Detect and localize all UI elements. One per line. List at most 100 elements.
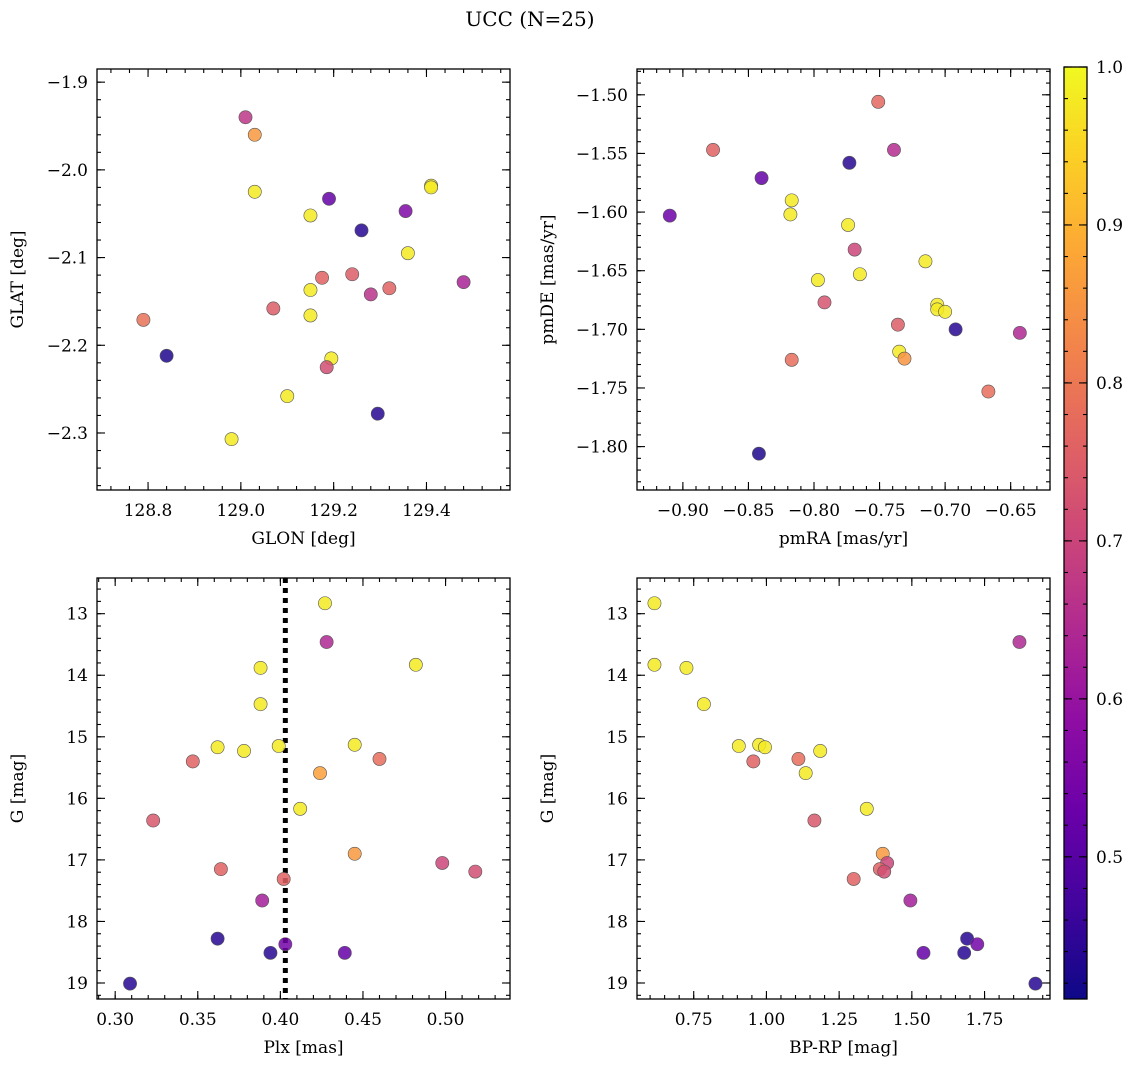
panel-plx-g: 0.30 0.35 0.40 0.45 0.50 13 14 15 16 17 18 19 Plx [m…	[8, 577, 511, 1058]
data-point	[817, 295, 832, 310]
scatter-points	[647, 596, 1043, 991]
data-point	[319, 635, 334, 649]
data-point	[401, 246, 415, 261]
data-point	[746, 754, 761, 769]
x-tick-label: −0.80	[788, 501, 840, 521]
colorbar-gradient	[1064, 67, 1087, 999]
data-point	[278, 937, 293, 952]
data-point	[354, 223, 369, 238]
data-point	[647, 596, 662, 611]
data-point	[784, 352, 799, 367]
data-point	[783, 207, 798, 222]
data-point	[313, 766, 327, 781]
data-point	[238, 110, 253, 125]
colorbar-tick-label: 0.8	[1096, 374, 1123, 394]
data-point	[981, 384, 996, 399]
x-tick-label: −0.90	[657, 501, 709, 521]
data-point	[903, 893, 918, 908]
figure-title: UCC (N=25)	[465, 7, 594, 31]
axes-frame	[96, 577, 511, 1000]
y-tick-label: 13	[606, 605, 628, 625]
data-point	[798, 766, 813, 781]
y-tick-label: 17	[606, 851, 628, 871]
y-tick-label: 14	[606, 666, 628, 686]
data-point	[435, 856, 450, 870]
data-point	[957, 945, 972, 960]
y-tick-label: 14	[66, 666, 88, 686]
data-point	[159, 348, 174, 363]
x-axis-label: GLON [deg]	[251, 529, 355, 549]
x-tick-label: −0.85	[722, 501, 774, 521]
data-point	[363, 287, 378, 302]
data-point	[1012, 325, 1027, 340]
data-point	[266, 301, 281, 316]
data-point	[938, 304, 953, 319]
y-axis-label: pmDE [mas/yr]	[538, 214, 558, 344]
data-point	[303, 208, 318, 223]
x-tick-label: 129.4	[402, 501, 451, 521]
x-tick-label: 129.0	[217, 501, 266, 521]
data-point	[468, 864, 483, 879]
data-point	[424, 180, 439, 195]
data-point	[253, 660, 268, 675]
x-tick-label: 0.75	[675, 1010, 713, 1030]
x-tick-label: 0.45	[344, 1010, 382, 1030]
data-point	[706, 143, 720, 157]
colorbar-tick-label: 0.7	[1096, 532, 1123, 552]
colorbar-tick-label: 0.6	[1096, 690, 1123, 710]
data-point	[807, 813, 822, 828]
scatter-points	[136, 110, 471, 447]
data-point	[372, 752, 387, 766]
data-point	[337, 945, 352, 960]
plot-area	[637, 69, 1050, 490]
y-tick-label: −1.50	[576, 86, 628, 106]
plot-area	[97, 578, 510, 999]
y-tick-label: 15	[66, 728, 88, 748]
y-tick-label: 16	[606, 789, 628, 809]
data-point	[791, 752, 806, 766]
x-axis-label: BP-RP [mag]	[789, 1038, 898, 1058]
y-tick-label: −1.80	[576, 438, 628, 458]
data-point	[784, 193, 799, 208]
data-point	[263, 945, 278, 960]
x-tick-label: 1.50	[893, 1010, 931, 1030]
x-tick-label: 1.00	[747, 1010, 785, 1030]
data-point	[398, 204, 413, 218]
data-point	[841, 218, 855, 232]
data-point	[224, 432, 239, 447]
scatter-points	[662, 94, 1027, 461]
x-tick-label: 128.8	[124, 501, 173, 521]
y-tick-label: −2.1	[47, 249, 88, 269]
data-point	[370, 406, 385, 421]
data-point	[382, 281, 397, 296]
x-tick-label: 0.35	[179, 1010, 217, 1030]
data-point	[1028, 976, 1043, 991]
x-tick-label: 1.75	[966, 1010, 1004, 1030]
y-tick-label: 17	[66, 851, 88, 871]
axes-frame	[636, 577, 1051, 1000]
colorbar-tick-label: 0.9	[1096, 216, 1123, 236]
data-point	[253, 697, 268, 712]
y-tick-label: 15	[606, 728, 628, 748]
x-tick-label: 0.50	[427, 1010, 465, 1030]
colorbar-frame	[1063, 66, 1088, 1000]
data-point	[318, 596, 332, 611]
panel-glon-glat: 128.8 129.0 129.2 129.4 −1.9 −2.0 −2.1 −2.2 −2.3…	[8, 68, 511, 549]
data-point	[322, 191, 336, 206]
y-axis-label: G [mag]	[8, 754, 28, 823]
colorbar: 0.5 0.6 0.7 0.8 0.9 1.0	[1063, 58, 1123, 1000]
x-tick-label: 1.25	[820, 1010, 858, 1030]
axes-frame	[636, 68, 1051, 491]
x-tick-label: 0.30	[96, 1010, 134, 1030]
x-tick-label: 129.2	[309, 501, 358, 521]
data-point	[136, 312, 151, 327]
data-point	[813, 744, 828, 758]
panel-bprp-g: 0.75 1.00 1.25 1.50 1.75 13 14 15 16 17 18 19 BP-RP …	[538, 577, 1051, 1058]
data-point	[456, 275, 471, 290]
panel-pmra-pmde: −0.90 −0.85 −0.80 −0.75 −0.70 −0.65 −1.50 −1.55…	[538, 68, 1051, 549]
data-point	[237, 744, 251, 758]
data-point	[696, 697, 711, 712]
y-tick-label: −1.75	[576, 379, 628, 399]
data-point	[891, 317, 905, 332]
